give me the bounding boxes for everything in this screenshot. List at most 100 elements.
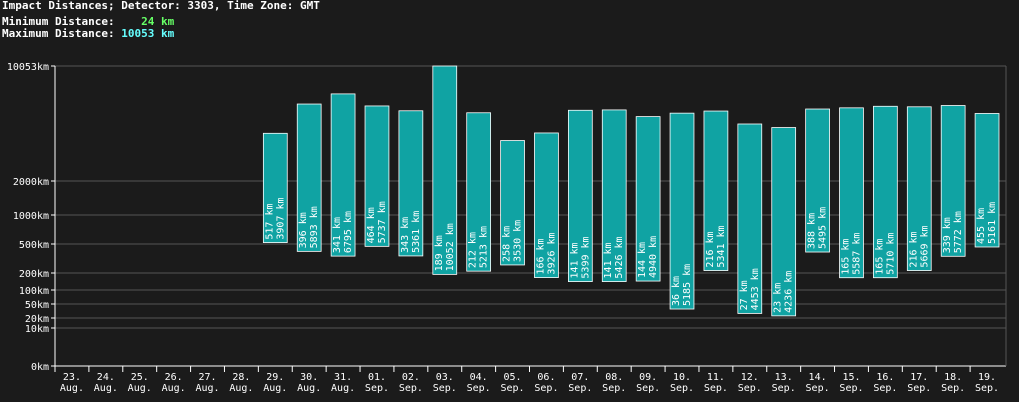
x-tick-label-day: 29. xyxy=(266,372,284,383)
bar-max-label: 5737 km xyxy=(377,201,388,243)
bar-min-label: 216 km xyxy=(908,231,919,267)
x-tick-label-day: 04. xyxy=(470,372,488,383)
y-tick-label: 20km xyxy=(25,314,49,325)
y-tick-label: 1000km xyxy=(13,211,49,222)
bar-min-label: 165 km xyxy=(840,239,851,275)
distance-bar xyxy=(906,106,932,271)
bar-max-label: 5893 km xyxy=(309,206,320,248)
x-tick-label-day: 24. xyxy=(97,372,115,383)
min-distance-label: Minimum Distance: xyxy=(2,15,115,28)
bar-max-label: 10052 km xyxy=(445,223,456,271)
bar-min-label: 339 km xyxy=(942,217,953,253)
x-tick-label-month: Sep. xyxy=(568,383,592,394)
x-tick-label-month: Aug. xyxy=(162,383,186,394)
distance-bar xyxy=(432,65,458,275)
x-tick-label-month: Sep. xyxy=(772,383,796,394)
x-tick-label-month: Sep. xyxy=(433,383,457,394)
distance-bar xyxy=(737,123,763,314)
x-tick-label-day: 02. xyxy=(402,372,420,383)
x-tick-label-day: 28. xyxy=(232,372,250,383)
distance-bar xyxy=(601,109,627,282)
bar-min-label: 455 km xyxy=(976,208,987,244)
bar-max-label: 5185 km xyxy=(682,264,693,306)
bar-max-label: 5710 km xyxy=(885,233,896,275)
min-distance-row: Minimum Distance: 24 km xyxy=(2,16,320,28)
y-tick-label: 500km xyxy=(19,240,49,251)
y-tick-label: 2000km xyxy=(13,177,49,188)
distance-bar xyxy=(771,127,797,317)
y-tick-label: 200km xyxy=(19,269,49,280)
x-tick-label-month: Aug. xyxy=(331,383,355,394)
x-tick-label-day: 13. xyxy=(775,372,793,383)
bar-max-label: 5772 km xyxy=(953,211,964,253)
x-tick-label-day: 05. xyxy=(504,372,522,383)
bar-min-label: 341 km xyxy=(332,217,343,253)
bar-min-label: 36 km xyxy=(671,276,682,306)
max-distance-value: 10053 km xyxy=(121,27,175,40)
distance-bar xyxy=(500,140,525,266)
y-tick-label: 10km xyxy=(25,324,49,335)
x-tick-label-day: 08. xyxy=(605,372,623,383)
x-tick-label-month: Sep. xyxy=(602,383,626,394)
x-tick-label-day: 16. xyxy=(876,372,894,383)
distance-bar xyxy=(974,113,1000,248)
bar-min-label: 517 km xyxy=(264,203,275,239)
x-tick-label-month: Sep. xyxy=(636,383,660,394)
bar-min-label: 388 km xyxy=(807,213,818,249)
bar-min-label: 216 km xyxy=(705,231,716,267)
y-tick-label: 0km xyxy=(31,362,49,373)
bar-min-label: 23 km xyxy=(773,283,784,313)
x-tick-label-day: 11. xyxy=(707,372,725,383)
distance-bar xyxy=(703,110,729,271)
distance-bar xyxy=(805,108,830,253)
distance-bar xyxy=(364,105,390,247)
bar-max-label: 5341 km xyxy=(716,225,727,267)
x-tick-label-month: Sep. xyxy=(975,383,999,394)
bar-max-label: 5587 km xyxy=(851,233,862,275)
bar-min-label: 189 km xyxy=(434,235,445,271)
distance-bar xyxy=(669,112,695,310)
bar-min-label: 258 km xyxy=(502,226,513,262)
x-tick-label-day: 19. xyxy=(978,372,996,383)
x-tick-label-day: 17. xyxy=(910,372,928,383)
bar-min-label: 396 km xyxy=(298,212,309,248)
x-tick-label-month: Aug. xyxy=(195,383,219,394)
distance-bar xyxy=(296,103,322,252)
x-tick-label-month: Sep. xyxy=(534,383,558,394)
y-tick-label: 50km xyxy=(25,300,49,311)
distance-bar xyxy=(262,132,288,244)
bar-max-label: 3926 km xyxy=(546,232,557,274)
bar-min-label: 144 km xyxy=(637,242,648,278)
distance-bar xyxy=(567,109,593,282)
x-tick-label-month: Aug. xyxy=(128,383,152,394)
max-distance-label: Maximum Distance: xyxy=(2,27,115,40)
x-tick-label-day: 10. xyxy=(673,372,691,383)
bar-max-label: 5495 km xyxy=(818,207,829,249)
x-tick-label-month: Aug. xyxy=(94,383,118,394)
bar-min-label: 165 km xyxy=(874,239,885,275)
distance-bar xyxy=(534,132,559,278)
x-tick-label-day: 12. xyxy=(741,372,759,383)
x-tick-label-day: 26. xyxy=(165,372,183,383)
bar-max-label: 5161 km xyxy=(987,202,998,244)
bar-min-label: 343 km xyxy=(400,217,411,253)
x-tick-label-month: Sep. xyxy=(467,383,491,394)
distance-bar xyxy=(398,110,424,257)
bar-min-label: 141 km xyxy=(569,242,580,278)
x-tick-label-day: 31. xyxy=(334,372,352,383)
bar-max-label: 5426 km xyxy=(614,236,625,278)
y-tick-label: 10053km xyxy=(7,62,49,73)
x-tick-label-day: 09. xyxy=(639,372,657,383)
x-tick-label-day: 30. xyxy=(300,372,318,383)
bar-max-label: 5361 km xyxy=(411,211,422,253)
x-tick-label-month: Aug. xyxy=(297,383,321,394)
x-tick-label-month: Sep. xyxy=(907,383,931,394)
x-tick-label-month: Sep. xyxy=(704,383,728,394)
x-tick-label-month: Sep. xyxy=(501,383,525,394)
bar-min-label: 212 km xyxy=(468,232,479,268)
bar-min-label: 141 km xyxy=(603,242,614,278)
x-tick-label-day: 27. xyxy=(198,372,216,383)
distance-bar xyxy=(873,105,898,279)
x-tick-label-month: Sep. xyxy=(670,383,694,394)
